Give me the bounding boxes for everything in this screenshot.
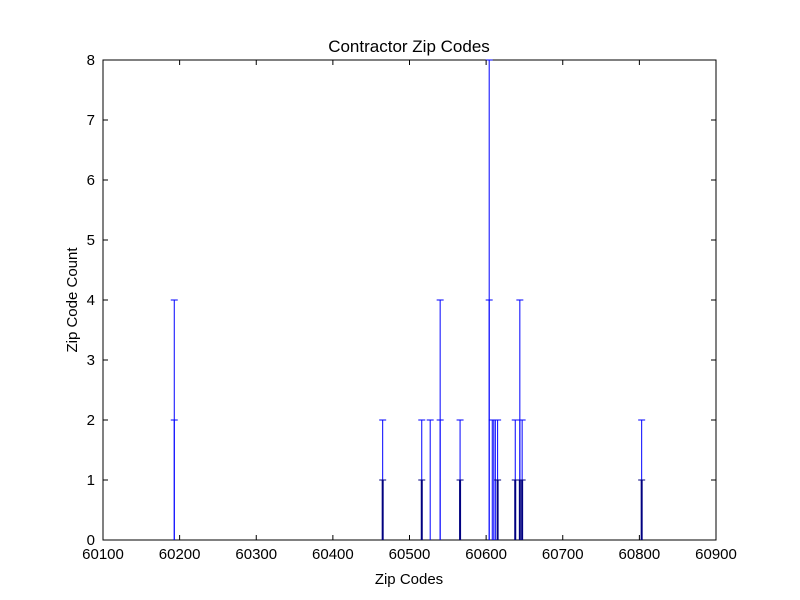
y-tick-label: 0	[87, 532, 95, 549]
x-tick-label: 60600	[465, 546, 507, 563]
x-tick-label: 60900	[695, 546, 737, 563]
x-tick-label: 60800	[619, 546, 661, 563]
y-axis-label: Zip Code Count	[64, 247, 81, 353]
y-tick-label: 6	[87, 172, 95, 189]
y-tick-label: 3	[87, 352, 95, 369]
stem-series	[170, 59, 646, 540]
x-axis-label: Zip Codes	[375, 571, 443, 588]
x-tick-label: 60500	[389, 546, 431, 563]
y-tick-label: 5	[87, 232, 95, 249]
y-tick-label: 2	[87, 412, 95, 429]
x-tick-label: 60200	[159, 546, 201, 563]
x-tick-label: 60100	[82, 546, 124, 563]
plot-area: 60100 60200 60300 60400 60500 60600 60700 60800…	[82, 52, 737, 563]
y-tick-label: 1	[87, 472, 95, 489]
axes-frame	[102, 59, 717, 541]
x-tick-label: 60700	[542, 546, 584, 563]
chart-title: Contractor Zip Codes	[328, 37, 490, 56]
y-tick-label: 4	[87, 292, 95, 309]
y-tick-label: 7	[87, 112, 95, 129]
x-tick-label: 60300	[235, 546, 277, 563]
x-axis-ticks: 60100 60200 60300 60400 60500 60600 60700 60800…	[82, 60, 737, 563]
x-tick-label: 60400	[312, 546, 354, 563]
y-tick-label: 8	[87, 52, 95, 69]
y-axis-ticks: 0 1 2 3 4 5 6 7 8	[87, 52, 716, 549]
